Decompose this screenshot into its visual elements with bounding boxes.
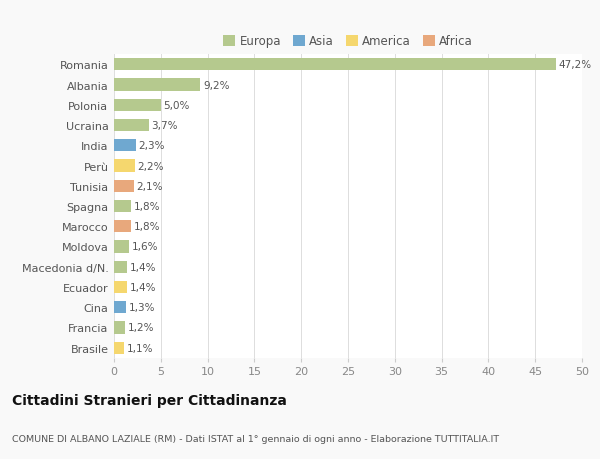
Bar	[114, 140, 136, 152]
Text: 1,3%: 1,3%	[129, 302, 155, 313]
Bar	[114, 281, 127, 293]
Text: 5,0%: 5,0%	[164, 101, 190, 111]
Bar	[114, 322, 125, 334]
Bar	[114, 59, 556, 71]
Text: 1,8%: 1,8%	[134, 202, 160, 212]
Text: 2,3%: 2,3%	[139, 141, 165, 151]
Text: 47,2%: 47,2%	[559, 60, 592, 70]
Bar	[114, 79, 200, 91]
Bar	[114, 221, 131, 233]
Bar	[114, 342, 124, 354]
Bar	[114, 201, 131, 213]
Text: 1,4%: 1,4%	[130, 262, 157, 272]
Text: 1,1%: 1,1%	[127, 343, 154, 353]
Text: 1,4%: 1,4%	[130, 282, 157, 292]
Text: 9,2%: 9,2%	[203, 80, 229, 90]
Text: COMUNE DI ALBANO LAZIALE (RM) - Dati ISTAT al 1° gennaio di ogni anno - Elaboraz: COMUNE DI ALBANO LAZIALE (RM) - Dati IST…	[12, 434, 499, 442]
Text: 1,6%: 1,6%	[132, 242, 158, 252]
Text: 2,1%: 2,1%	[136, 181, 163, 191]
Bar	[114, 302, 126, 313]
Bar	[114, 160, 134, 172]
Bar	[114, 100, 161, 112]
Text: 2,2%: 2,2%	[137, 161, 164, 171]
Bar	[114, 261, 127, 273]
Legend: Europa, Asia, America, Africa: Europa, Asia, America, Africa	[218, 31, 478, 53]
Text: Cittadini Stranieri per Cittadinanza: Cittadini Stranieri per Cittadinanza	[12, 393, 287, 407]
Bar	[114, 180, 134, 192]
Text: 1,8%: 1,8%	[134, 222, 160, 232]
Bar	[114, 120, 149, 132]
Text: 1,2%: 1,2%	[128, 323, 155, 333]
Text: 3,7%: 3,7%	[151, 121, 178, 131]
Bar	[114, 241, 129, 253]
